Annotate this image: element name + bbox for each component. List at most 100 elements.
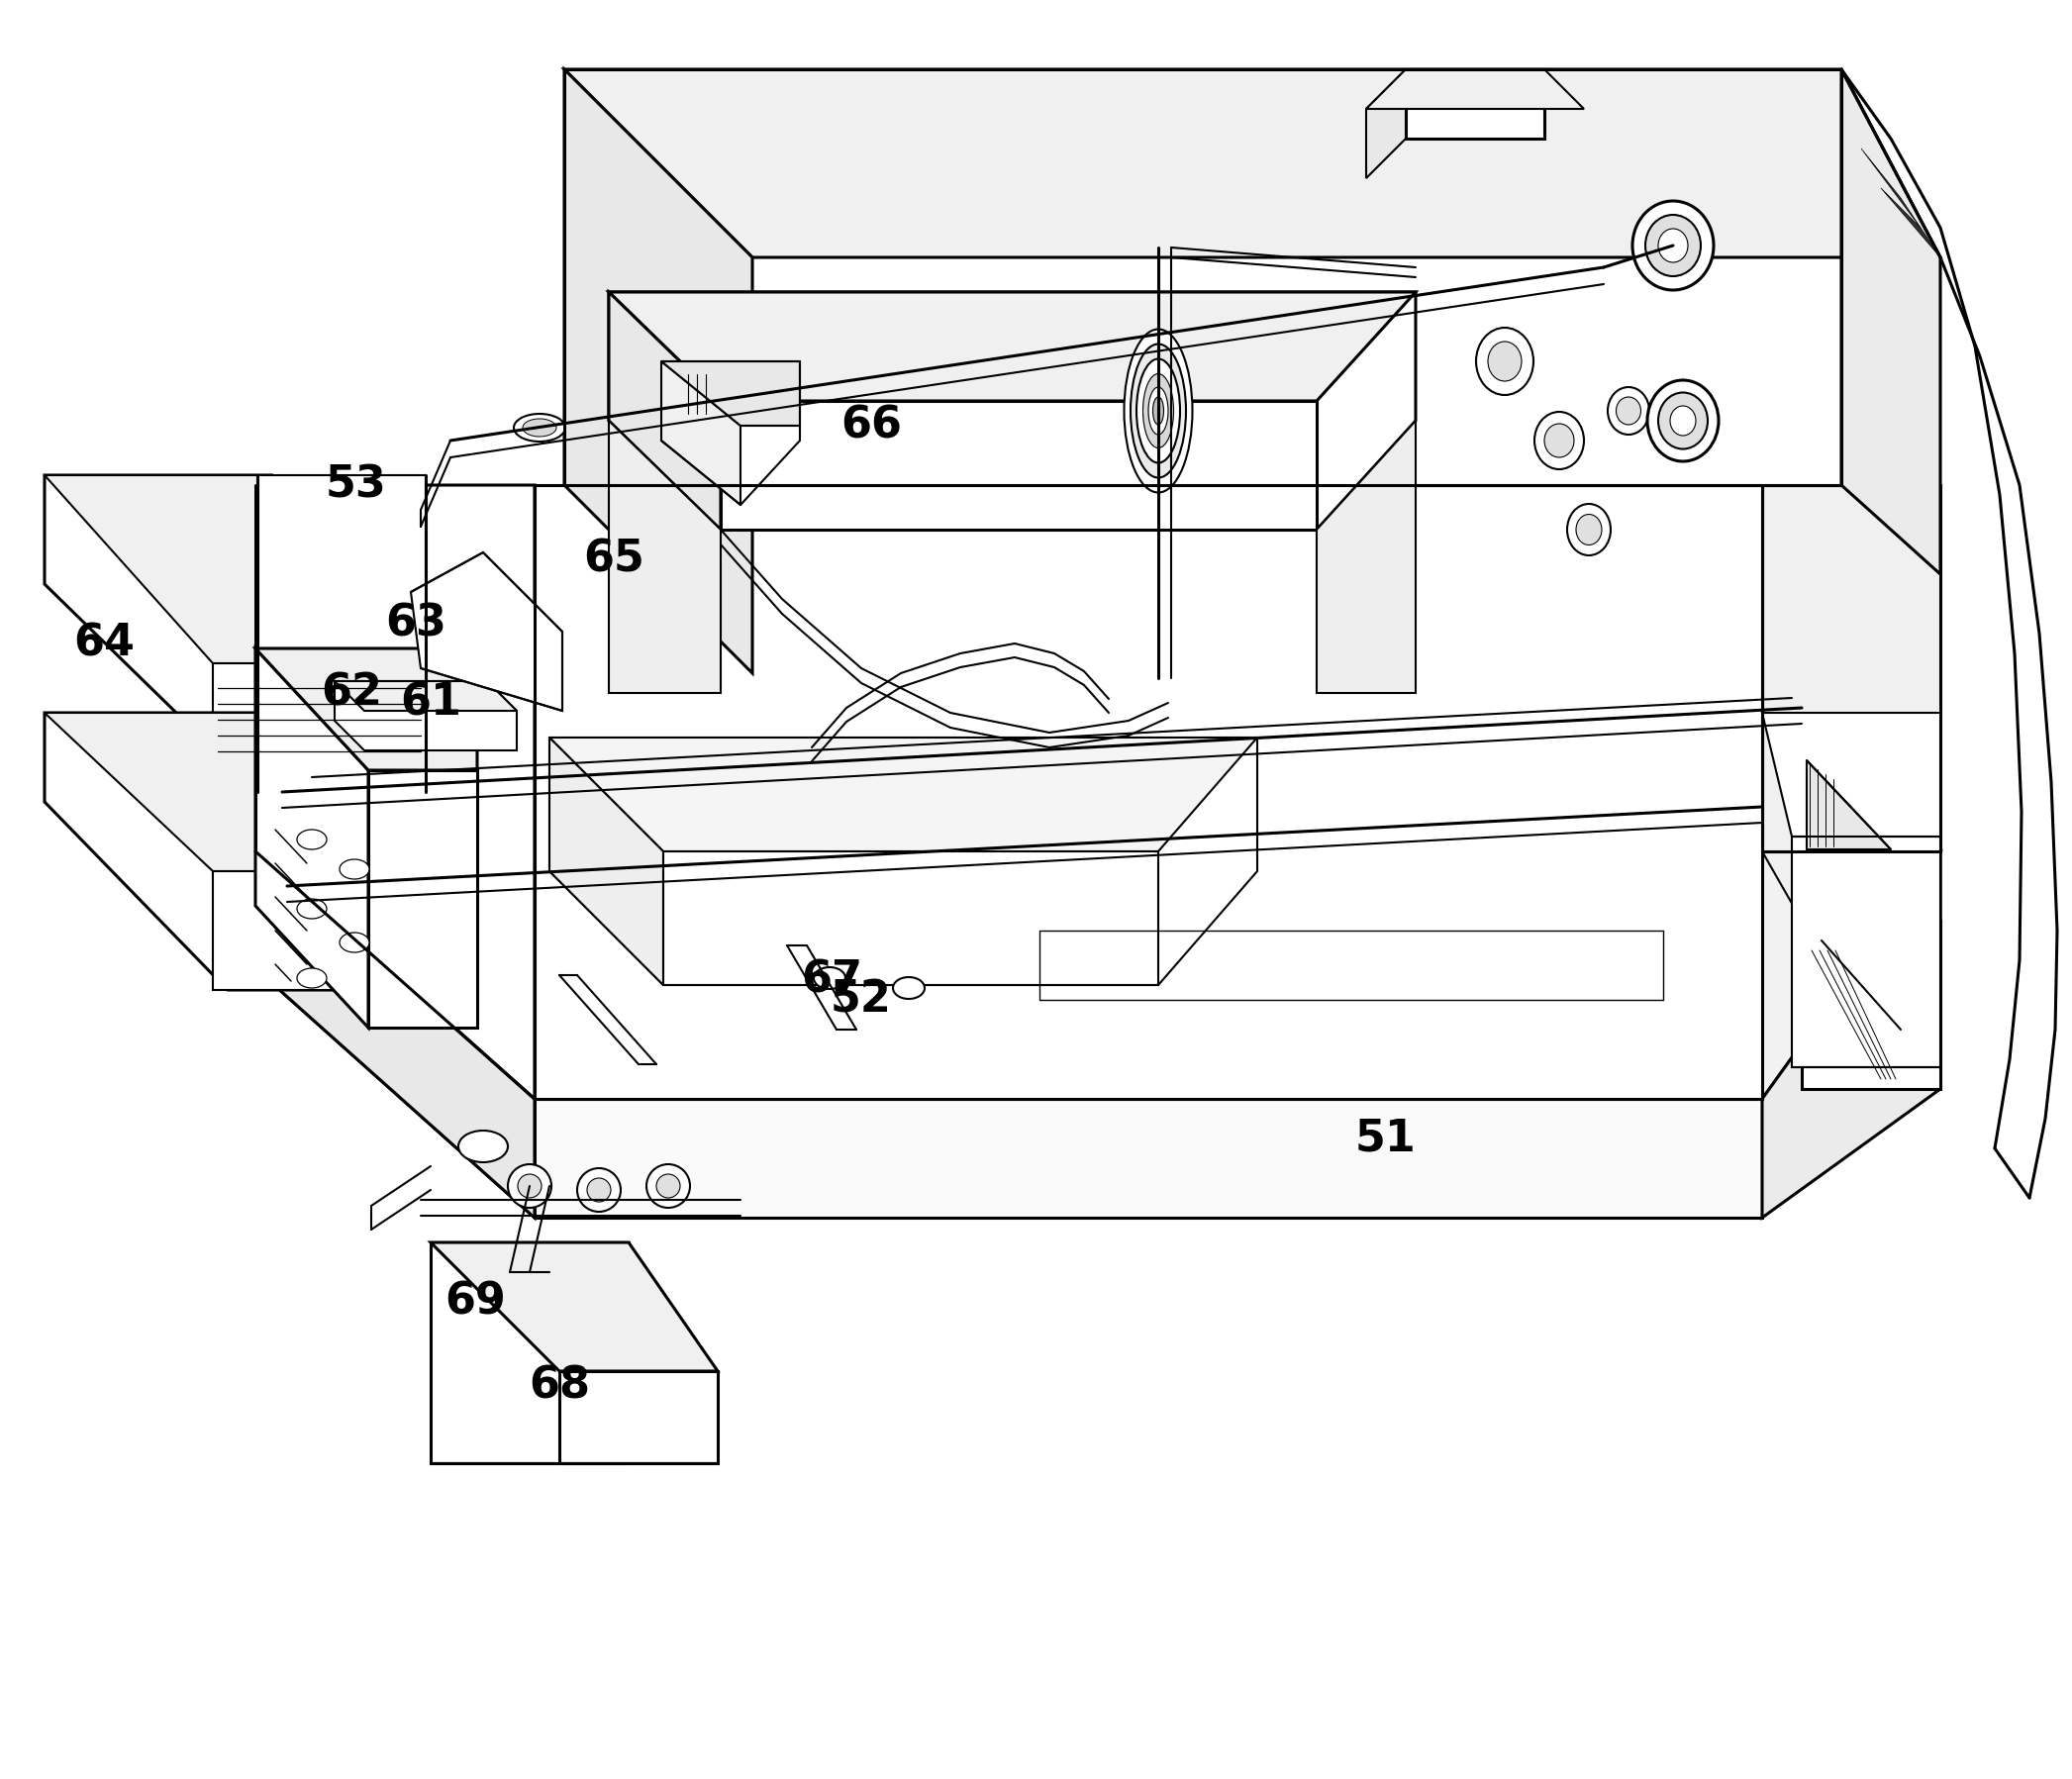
Ellipse shape (578, 1169, 622, 1211)
Polygon shape (1365, 69, 1405, 178)
Polygon shape (1761, 852, 1939, 1217)
Polygon shape (213, 872, 425, 989)
Polygon shape (661, 361, 800, 425)
Ellipse shape (1566, 503, 1610, 555)
Ellipse shape (296, 968, 327, 987)
Ellipse shape (1135, 359, 1181, 463)
Polygon shape (257, 486, 535, 1099)
Ellipse shape (1658, 393, 1707, 448)
Ellipse shape (1488, 342, 1521, 381)
Text: 63: 63 (385, 603, 445, 646)
Ellipse shape (340, 932, 369, 952)
Ellipse shape (624, 395, 673, 423)
Polygon shape (564, 69, 1842, 486)
Polygon shape (661, 361, 740, 505)
Polygon shape (564, 69, 752, 672)
Polygon shape (334, 681, 516, 712)
Ellipse shape (458, 1131, 508, 1162)
Polygon shape (1821, 941, 1900, 1030)
Polygon shape (46, 713, 425, 872)
Ellipse shape (1535, 411, 1583, 470)
Ellipse shape (1616, 397, 1641, 425)
Ellipse shape (742, 379, 794, 406)
Ellipse shape (1131, 343, 1185, 479)
Ellipse shape (646, 1163, 690, 1208)
Polygon shape (334, 681, 516, 751)
Text: 51: 51 (1355, 1117, 1417, 1160)
Polygon shape (549, 738, 1258, 852)
Ellipse shape (814, 968, 845, 989)
Polygon shape (1807, 760, 1892, 849)
Polygon shape (564, 69, 1939, 258)
Polygon shape (609, 292, 721, 530)
Ellipse shape (893, 977, 924, 998)
Text: 69: 69 (445, 1281, 506, 1324)
Ellipse shape (296, 829, 327, 849)
Ellipse shape (750, 382, 783, 400)
Polygon shape (257, 852, 535, 1217)
Ellipse shape (340, 859, 369, 879)
Polygon shape (535, 1099, 1761, 1217)
Ellipse shape (1125, 329, 1191, 493)
Polygon shape (1761, 713, 1939, 836)
Polygon shape (1040, 930, 1664, 1000)
Polygon shape (1881, 189, 1939, 258)
Polygon shape (369, 770, 477, 1028)
Ellipse shape (508, 1163, 551, 1208)
Text: 61: 61 (400, 681, 462, 724)
Ellipse shape (1544, 423, 1575, 457)
Polygon shape (609, 292, 1415, 400)
Polygon shape (609, 422, 721, 694)
Text: 62: 62 (321, 672, 381, 715)
Ellipse shape (1647, 381, 1718, 461)
Ellipse shape (296, 898, 327, 918)
Polygon shape (609, 292, 1415, 530)
Ellipse shape (1148, 388, 1169, 434)
Polygon shape (1761, 486, 1939, 852)
Ellipse shape (1475, 327, 1533, 395)
Text: 68: 68 (528, 1364, 591, 1407)
Ellipse shape (1152, 397, 1164, 425)
Polygon shape (1761, 852, 1939, 922)
Polygon shape (1405, 69, 1544, 139)
Polygon shape (549, 738, 663, 986)
Ellipse shape (1645, 215, 1701, 276)
Ellipse shape (1144, 374, 1173, 448)
Ellipse shape (632, 400, 665, 418)
Polygon shape (721, 400, 1316, 530)
Ellipse shape (514, 415, 566, 441)
Polygon shape (431, 1242, 628, 1462)
Text: 66: 66 (841, 404, 901, 447)
Polygon shape (431, 1242, 717, 1372)
Polygon shape (1316, 422, 1415, 694)
Ellipse shape (1577, 514, 1602, 544)
Ellipse shape (657, 1174, 680, 1197)
Polygon shape (257, 852, 1939, 1217)
Polygon shape (1842, 69, 1939, 575)
Polygon shape (257, 475, 425, 792)
Polygon shape (1792, 836, 1939, 1067)
Polygon shape (1861, 148, 1921, 228)
Ellipse shape (1670, 406, 1695, 436)
Ellipse shape (518, 1174, 541, 1197)
Ellipse shape (868, 366, 903, 384)
Text: 65: 65 (582, 537, 644, 580)
Ellipse shape (1658, 229, 1689, 262)
Polygon shape (559, 1372, 717, 1462)
Ellipse shape (522, 418, 557, 436)
Polygon shape (410, 553, 562, 712)
Ellipse shape (1633, 201, 1714, 290)
Ellipse shape (586, 1178, 611, 1203)
Polygon shape (46, 713, 425, 989)
Polygon shape (535, 486, 1761, 1099)
Polygon shape (257, 852, 1939, 1099)
Polygon shape (255, 648, 477, 770)
Text: 67: 67 (802, 959, 862, 1002)
Polygon shape (255, 648, 369, 1028)
Ellipse shape (980, 347, 1030, 375)
Polygon shape (46, 475, 425, 792)
Polygon shape (549, 738, 1258, 986)
Polygon shape (1803, 922, 1939, 1089)
Ellipse shape (988, 352, 1021, 370)
Text: 64: 64 (73, 623, 135, 665)
